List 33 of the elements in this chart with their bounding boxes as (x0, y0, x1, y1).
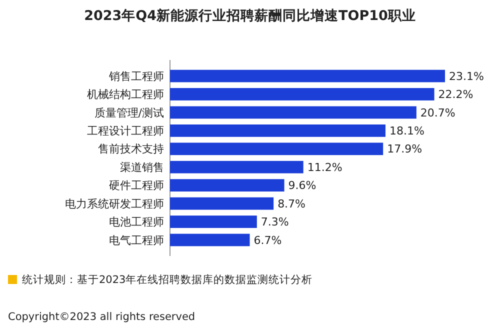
bar (170, 160, 304, 174)
bar (170, 106, 416, 119)
data-label: 18.1% (389, 124, 424, 138)
data-label: 23.1% (449, 70, 484, 83)
y-tick-label: 销售工程师 (108, 70, 164, 83)
text: 统计规则：基于2023年在线招聘数据库的数据监测统计分析 (22, 273, 313, 286)
text: Copyright©2023 all rights reserved (8, 311, 196, 323)
y-tick-label: 电气工程师 (109, 234, 164, 247)
y-tick-label: 硬件工程师 (109, 179, 164, 192)
bar (170, 179, 284, 192)
bar (170, 88, 434, 100)
y-tick-label: 渠道销售 (120, 160, 164, 174)
bar (170, 234, 250, 246)
data-label: 17.9% (387, 142, 422, 156)
data-label: 20.7% (420, 106, 456, 120)
data-label: 9.6% (288, 179, 316, 192)
y-tick-label: 售前技术支持 (98, 142, 164, 156)
data-label: 11.2% (307, 160, 342, 174)
data-label: 8.7% (278, 197, 306, 210)
bar (170, 216, 257, 228)
bar (170, 142, 384, 156)
bar (170, 197, 274, 210)
bar (170, 124, 386, 137)
bar (170, 70, 445, 82)
data-label: 6.7% (254, 234, 282, 247)
data-label: 22.2% (438, 88, 474, 102)
y-tick-label: 电力系统研发工程师 (65, 197, 164, 210)
chart-title: 2023年Q4新能源行业招聘薪酬同比增速TOP10职业 (84, 7, 416, 24)
y-tick-label: 质量管理/测试 (94, 106, 164, 120)
y-tick-label: 电池工程师 (109, 216, 164, 229)
y-tick-label: 工程设计工程师 (87, 124, 164, 138)
data-label: 7.3% (260, 216, 289, 229)
y-tick-label: 机械结构工程师 (87, 88, 164, 102)
